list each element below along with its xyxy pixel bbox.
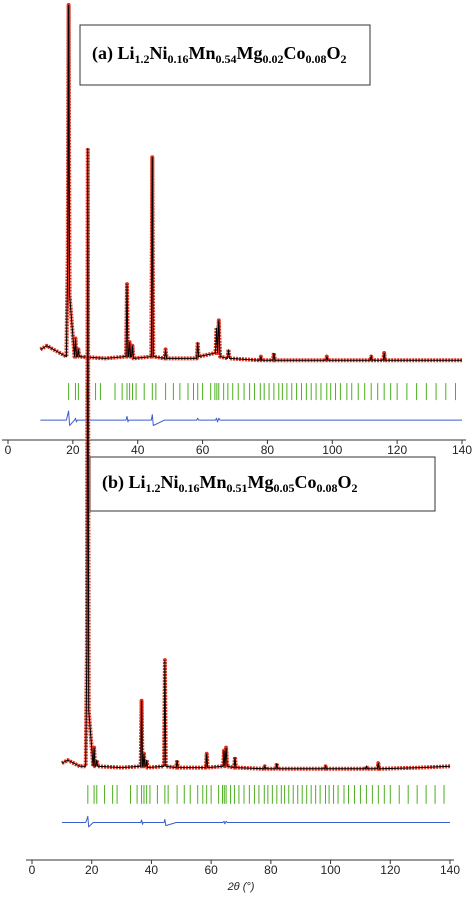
chart-title: (b) Li1.2Ni0.16Mn0.51Mg0.05Co0.08O2 [102, 472, 358, 495]
x-tick-label: 60 [204, 863, 218, 877]
x-tick-label: 40 [145, 863, 159, 877]
x-axis-label: 2θ (°) [227, 881, 255, 893]
x-tick-label: 60 [196, 443, 210, 457]
x-tick-label: 80 [261, 443, 275, 457]
x-tick-label: 120 [380, 863, 400, 877]
x-tick-label: 100 [321, 863, 341, 877]
chart-title: (a) Li1.2Ni0.16Mn0.54Mg0.02Co0.08O2 [92, 43, 347, 66]
x-tick-label: 0 [5, 443, 12, 457]
x-tick-label: 20 [66, 443, 80, 457]
x-tick-label: 140 [452, 443, 472, 457]
difference-profile [61, 815, 450, 828]
title-box [79, 24, 371, 86]
calculated-profile [40, 4, 462, 361]
x-tick-label: 0 [29, 863, 36, 877]
x-tick-label: 140 [440, 863, 460, 877]
x-tick-label: 40 [131, 443, 145, 457]
difference-profile [40, 410, 462, 426]
x-tick-label: 80 [264, 863, 278, 877]
x-tick-label: 20 [85, 863, 99, 877]
x-tick-label: 100 [322, 443, 342, 457]
x-tick-label: 120 [387, 443, 407, 457]
calculated-profile [61, 147, 451, 770]
title-box [89, 456, 436, 512]
